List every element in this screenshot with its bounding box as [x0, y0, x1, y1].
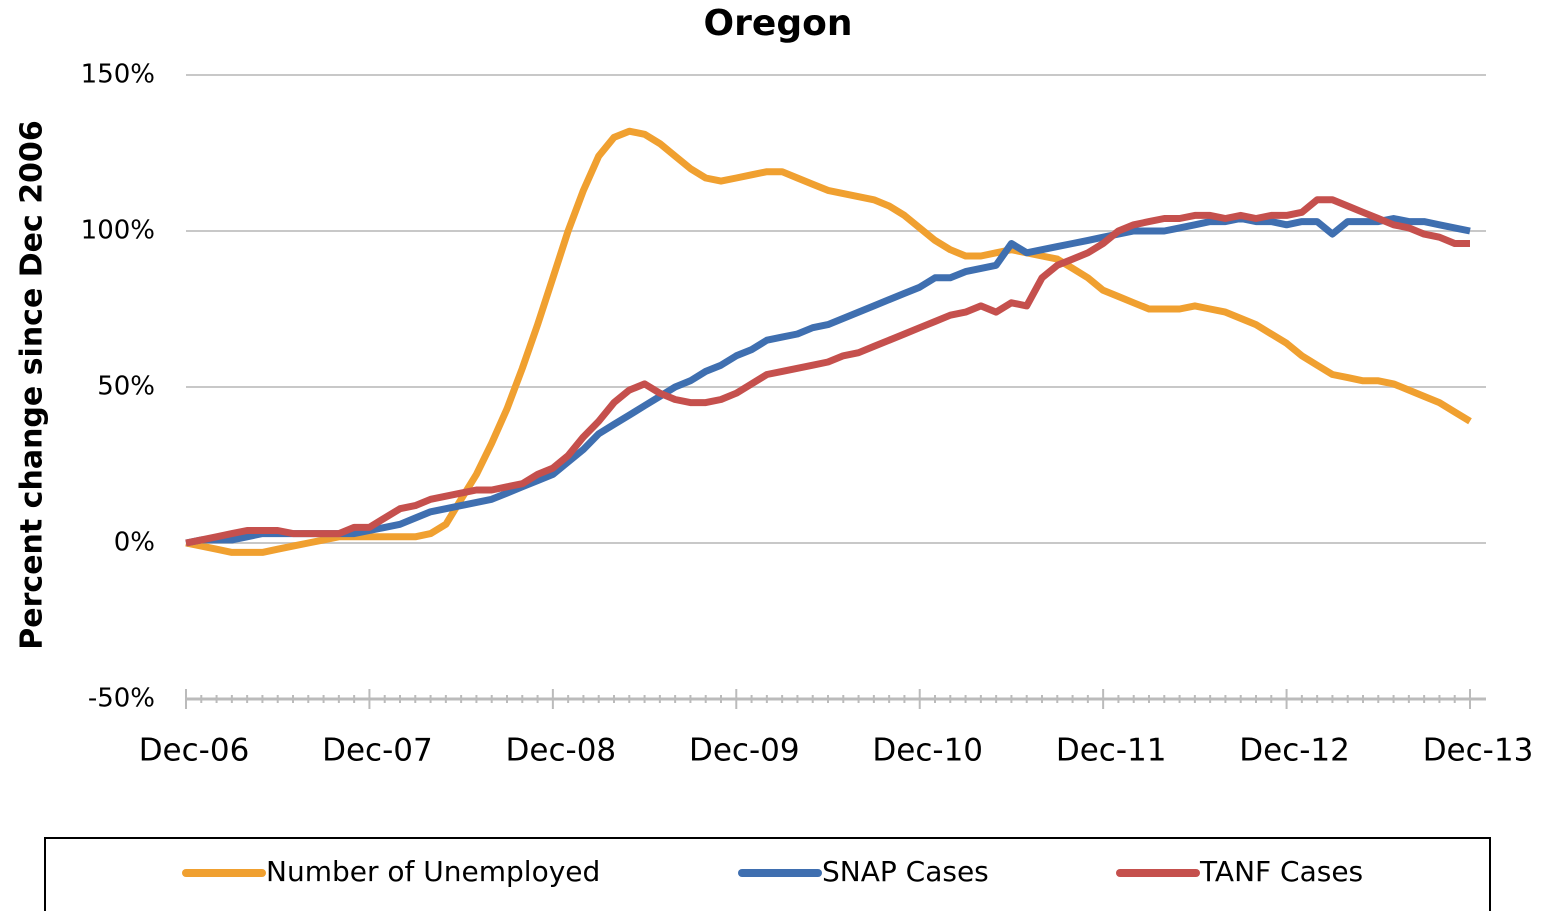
legend-label: Number of Unemployed: [266, 855, 600, 888]
legend-label: TANF Cases: [1199, 855, 1363, 888]
legend-label: SNAP Cases: [822, 855, 989, 888]
x-tick-label: Dec-10: [872, 733, 983, 769]
x-tick-label: Dec-07: [322, 733, 433, 769]
series-line: [185, 215, 1471, 547]
y-axis-label: Percent change since Dec 2006: [15, 120, 50, 649]
x-tick-label: Dec-09: [689, 733, 800, 769]
y-tick-label: 100%: [81, 216, 155, 246]
y-tick-label: 50%: [97, 372, 155, 402]
x-tick-label: Dec-12: [1239, 733, 1350, 769]
series-line: [185, 196, 1470, 547]
chart-title: Oregon: [704, 3, 853, 44]
y-tick-label: -50%: [88, 684, 155, 714]
x-tick-label: Dec-13: [1423, 733, 1534, 769]
y-tick-label: 0%: [114, 528, 155, 558]
x-tick-label: Dec-08: [506, 733, 617, 769]
x-tick-label: Dec-06: [139, 733, 250, 769]
x-tick-label: Dec-11: [1056, 733, 1167, 769]
y-tick-label: 150%: [81, 60, 155, 90]
series-line: [185, 127, 1472, 556]
